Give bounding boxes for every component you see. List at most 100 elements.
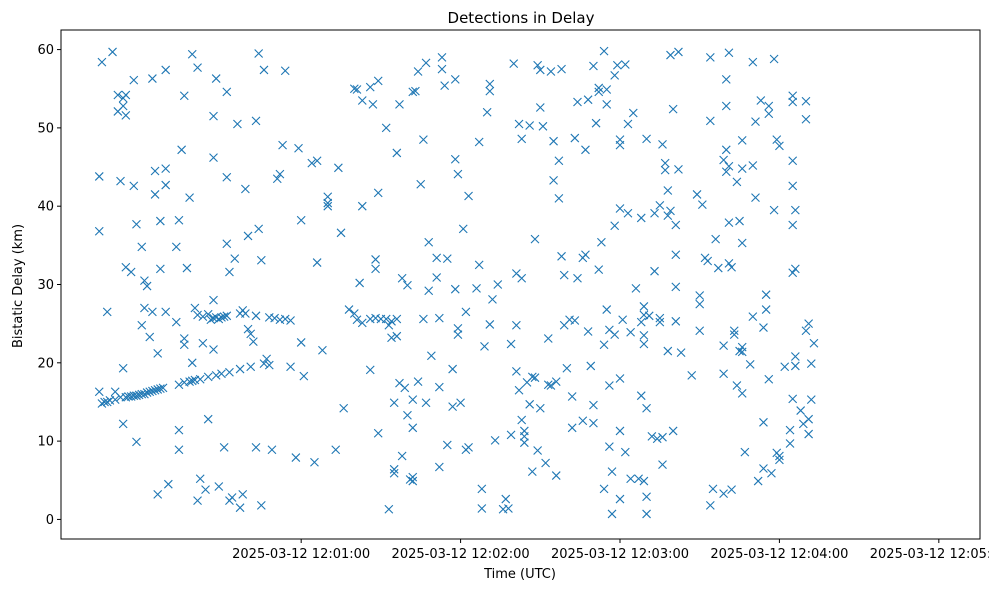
data-point-marker <box>541 458 550 468</box>
data-point-marker <box>721 74 731 84</box>
data-point-marker <box>719 155 729 165</box>
data-point-marker <box>801 326 811 336</box>
data-point-marker <box>804 429 814 439</box>
data-point-marker <box>464 442 473 452</box>
y-tick-label: 20 <box>37 356 54 371</box>
data-point-marker <box>788 156 798 166</box>
data-point-marker <box>790 205 800 215</box>
data-point-marker <box>256 255 266 265</box>
data-point-marker <box>557 64 566 74</box>
data-point-marker <box>570 133 580 143</box>
data-point-marker <box>493 280 503 289</box>
x-tick-label: 2025-03-12 12:03:00 <box>551 547 689 562</box>
data-point-marker <box>772 135 782 145</box>
data-point-marker <box>753 476 763 486</box>
data-point-marker <box>650 266 659 276</box>
data-point-marker <box>642 509 651 519</box>
data-point-marker <box>517 273 527 283</box>
data-point-marker <box>174 215 184 225</box>
data-point-marker <box>525 121 535 130</box>
y-tick-label: 30 <box>37 278 54 293</box>
data-point-marker <box>352 315 362 325</box>
data-point-marker <box>140 303 149 313</box>
data-point-marker <box>650 208 659 218</box>
data-point-marker <box>732 177 742 187</box>
data-point-marker <box>740 447 750 457</box>
data-point-marker <box>647 432 657 441</box>
data-point-marker <box>116 176 125 186</box>
data-point-marker <box>246 362 256 372</box>
data-point-marker <box>357 96 367 105</box>
y-tick-label: 50 <box>37 121 54 136</box>
data-point-marker <box>546 381 556 390</box>
data-point-marker <box>506 430 516 440</box>
data-point-marker <box>230 254 240 264</box>
data-point-marker <box>509 59 519 69</box>
data-point-marker <box>413 377 423 386</box>
data-point-marker <box>775 455 784 465</box>
data-point-marker <box>177 145 187 155</box>
data-point-marker <box>737 136 747 145</box>
data-point-marker <box>365 82 375 92</box>
data-point-marker <box>589 61 598 71</box>
data-point-marker <box>658 432 667 442</box>
data-point-marker <box>535 103 545 112</box>
data-point-marker <box>294 143 303 153</box>
data-point-marker <box>788 181 798 191</box>
data-point-marker <box>440 81 450 90</box>
data-point-marker <box>801 114 811 124</box>
data-point-marker <box>674 164 683 174</box>
data-point-marker <box>118 363 128 373</box>
y-tick-label: 40 <box>37 200 54 215</box>
data-point-marker <box>94 172 104 181</box>
data-point-marker <box>121 90 131 100</box>
data-point-marker <box>591 118 601 128</box>
data-point-marker <box>790 361 800 371</box>
data-point-marker <box>631 284 641 293</box>
y-axis-label: Bistatic Delay (km) <box>11 224 26 348</box>
data-point-marker <box>421 398 431 408</box>
data-point-marker <box>384 320 394 330</box>
data-point-marker <box>610 71 620 80</box>
data-point-marker <box>644 311 654 321</box>
data-point-marker <box>381 314 391 324</box>
data-point-marker <box>788 394 798 404</box>
data-point-marker <box>511 320 521 330</box>
data-point-marker <box>150 385 160 395</box>
data-point-marker <box>719 369 729 379</box>
data-point-marker <box>442 254 452 264</box>
data-point-marker <box>286 316 295 325</box>
data-point-marker <box>474 137 484 147</box>
data-point-marker <box>663 211 673 220</box>
data-point-marker <box>426 351 436 361</box>
data-point-marker <box>108 47 117 57</box>
data-point-marker <box>453 169 463 179</box>
data-point-marker <box>527 372 537 382</box>
data-point-marker <box>373 428 383 438</box>
data-point-marker <box>121 110 131 120</box>
data-point-marker <box>724 258 734 268</box>
data-point-marker <box>769 54 779 64</box>
data-point-marker <box>97 399 107 408</box>
data-point-marker <box>217 313 226 322</box>
data-point-marker <box>251 116 261 126</box>
data-point-marker <box>161 65 171 75</box>
data-point-marker <box>214 314 224 324</box>
data-point-marker <box>384 504 394 514</box>
data-point-marker <box>751 193 760 202</box>
data-point-marker <box>615 426 625 436</box>
data-point-marker <box>602 100 612 109</box>
data-point-marker <box>118 101 128 111</box>
data-point-marker <box>806 359 816 368</box>
data-point-marker <box>307 158 317 168</box>
data-point-marker <box>211 370 221 380</box>
data-point-marker <box>450 154 460 164</box>
data-point-marker <box>615 204 625 213</box>
y-axis-ticks: 0 10 20 30 40 50 60 <box>37 43 61 528</box>
data-point-marker <box>450 284 460 294</box>
data-point-marker <box>286 362 295 372</box>
data-point-marker <box>238 489 248 499</box>
data-point-marker <box>373 188 383 198</box>
data-point-marker <box>187 376 197 386</box>
data-point-marker <box>551 377 561 386</box>
